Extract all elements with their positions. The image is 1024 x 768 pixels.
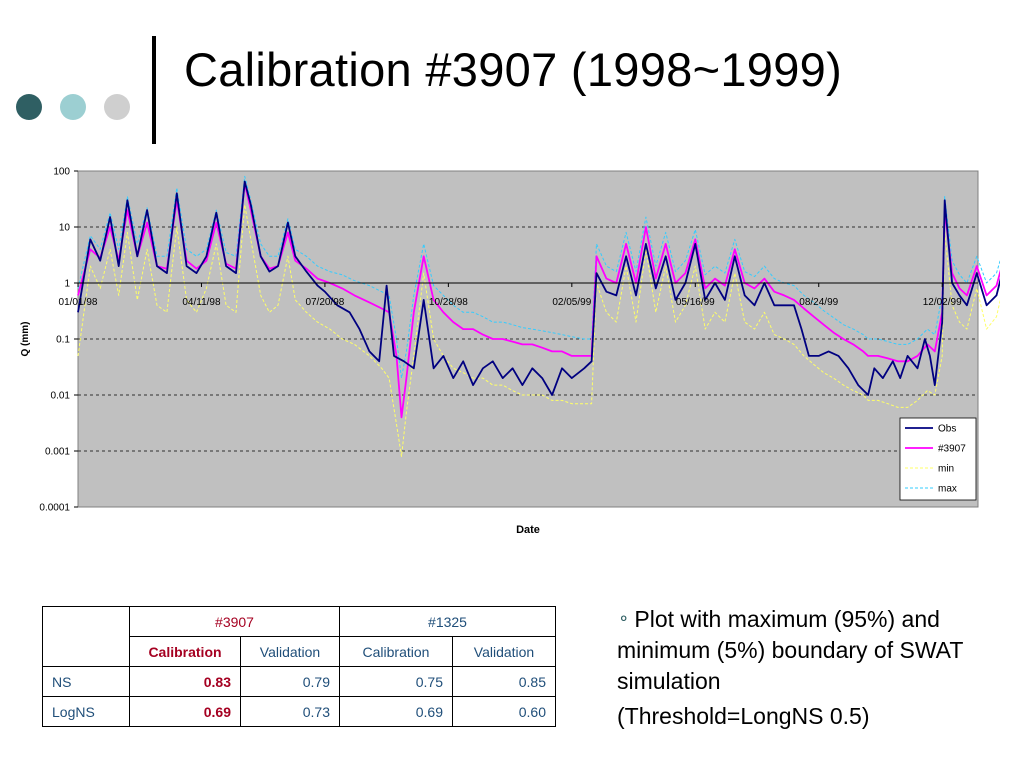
y-tick-label: 100	[53, 167, 70, 178]
legend-box	[899, 417, 977, 501]
bullet-text-para: ⚬ Plot with maximum (95%) and minimum (5%…	[617, 604, 997, 697]
legend: Obs #3907 min max	[899, 417, 977, 501]
legend-label: min	[938, 464, 954, 475]
legend-label: max	[938, 484, 957, 495]
y-axis-label: Q (mm)	[20, 322, 31, 357]
y-tick-label: 0.0001	[39, 503, 70, 514]
group-header-3907: #3907	[129, 606, 340, 637]
legend-label: #3907	[938, 444, 966, 455]
subheader-validation-3907: Validation	[240, 636, 340, 667]
x-tick-label: 04/11/98	[182, 297, 221, 308]
table-group-row: #3907 #1325	[42, 606, 556, 667]
x-tick-label: 12/02/99	[923, 297, 962, 308]
slide-title: Calibration #3907 (1998~1999)	[184, 43, 843, 96]
title-divider	[152, 36, 156, 144]
bullet-text: Plot with maximum (95%) and minimum (5%)…	[617, 606, 963, 694]
axes: 100 10 1 0.1 0.01 0.001 0.0001 01/01/98 04/11/98…	[39, 167, 978, 514]
threshold-note: (Threshold=LongNS 0.5)	[617, 703, 870, 729]
flow-chart: 100 10 1 0.1 0.01 0.001 0.0001 01/01/98 04/11/98…	[20, 167, 1000, 536]
x-tick-label: 07/20/98	[305, 297, 344, 308]
bullet-note: ⚬ Plot with maximum (95%) and minimum (5%…	[617, 604, 997, 732]
cell-ns-1325-cal: 0.75	[339, 666, 453, 697]
group-header-1325: #1325	[339, 606, 556, 637]
bullet-ring-icon: ⚬	[617, 611, 631, 628]
x-tick-label: 02/05/99	[552, 297, 591, 308]
y-tick-label: 0.1	[56, 335, 70, 346]
stats-table: #3907 #1325 Calibration Validation Calib…	[42, 606, 556, 727]
series-line-obs	[77, 180, 1000, 396]
subheader-validation-1325: Validation	[452, 636, 556, 667]
dot-light-teal	[60, 94, 86, 120]
y-tick-label: 1	[64, 279, 70, 290]
series-line-max	[77, 175, 1000, 379]
subheader-calibration-3907: Calibration	[129, 636, 241, 667]
cell-logns-3907-cal: 0.69	[129, 696, 241, 727]
cell-logns-1325-cal: 0.69	[339, 696, 453, 727]
x-axis-label: Date	[516, 524, 540, 536]
row-label-ns: NS	[42, 666, 130, 697]
series-line-min	[77, 204, 1000, 457]
x-tick-label: 08/24/99	[799, 297, 838, 308]
subheader-calibration-1325: Calibration	[339, 636, 453, 667]
dot-dark	[16, 94, 42, 120]
cell-ns-3907-cal: 0.83	[129, 666, 241, 697]
dot-gray	[104, 94, 130, 120]
cell-ns-1325-val: 0.85	[452, 666, 556, 697]
row-label-logns: LogNS	[42, 696, 130, 727]
table-row: NS 0.83 0.79 0.75 0.85	[42, 666, 556, 697]
cell-logns-3907-val: 0.73	[240, 696, 340, 727]
x-tick-label: 01/01/98	[59, 297, 98, 308]
cell-logns-1325-val: 0.60	[452, 696, 556, 727]
y-tick-label: 10	[59, 223, 71, 234]
table-row: LogNS 0.69 0.73 0.69 0.60	[42, 696, 556, 727]
y-tick-label: 0.01	[51, 391, 71, 402]
cell-ns-3907-val: 0.79	[240, 666, 340, 697]
table-corner	[42, 606, 130, 667]
x-tick-label: 10/28/98	[429, 297, 468, 308]
decorative-dots	[16, 94, 130, 120]
x-tick-label: 05/16/99	[676, 297, 715, 308]
legend-label: Obs	[938, 424, 956, 435]
y-tick-label: 0.001	[45, 447, 70, 458]
